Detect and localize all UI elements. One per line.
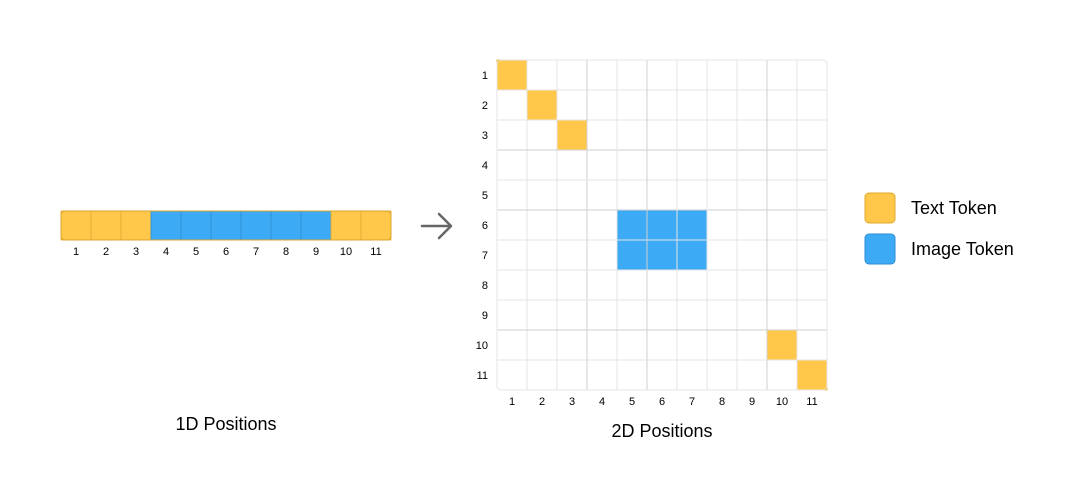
grid-image-cell	[616, 239, 648, 271]
sequence-token-cell	[120, 210, 152, 241]
sequence-token-cell	[240, 210, 272, 241]
one-d-token-bar	[60, 210, 392, 241]
two-d-col-labels: 1 2 3 4 5 6 7 8 9 10 11	[509, 396, 818, 408]
grid-col-label: 11	[806, 396, 817, 408]
grid-text-cell	[556, 119, 588, 151]
one-d-position-labels: 1 2 3 4 5 6 7 8 9 10 11	[73, 246, 382, 258]
grid-text-cell	[496, 59, 528, 91]
sequence-token-cell	[180, 210, 212, 241]
legend-text-swatch	[864, 192, 896, 224]
grid-border	[496, 59, 828, 391]
two-d-grid-lines	[496, 59, 828, 391]
grid-text-cell	[526, 89, 558, 121]
grid-image-cell	[616, 209, 648, 241]
sequence-token-cell	[60, 210, 92, 241]
sequence-position-label: 9	[313, 246, 319, 258]
grid-text-cell	[796, 359, 828, 391]
grid-col-label: 5	[629, 396, 635, 408]
grid-col-label: 4	[599, 396, 605, 408]
grid-row-label: 8	[482, 280, 488, 292]
grid-col-label: 3	[569, 396, 575, 408]
grid-image-cell	[646, 239, 678, 271]
grid-row-label: 7	[482, 250, 488, 262]
sequence-position-label: 11	[370, 246, 381, 258]
sequence-token-cell	[270, 210, 302, 241]
grid-col-label: 6	[659, 396, 665, 408]
grid-image-cell	[676, 239, 708, 271]
sequence-token-cell	[90, 210, 122, 241]
sequence-position-label: 2	[103, 246, 109, 258]
sequence-token-cell	[210, 210, 242, 241]
sequence-token-cell	[360, 210, 392, 241]
grid-col-label: 10	[776, 396, 788, 408]
grid-row-label: 11	[477, 370, 488, 382]
sequence-token-cell	[300, 210, 332, 241]
sequence-bar-outline	[60, 210, 392, 241]
legend-text-label: Text Token	[911, 198, 997, 218]
sequence-position-label: 7	[253, 246, 259, 258]
grid-col-label: 8	[719, 396, 725, 408]
grid-row-label: 6	[482, 220, 488, 232]
sequence-position-label: 1	[73, 246, 79, 258]
grid-row-label: 2	[482, 100, 488, 112]
two-d-title: 2D Positions	[611, 421, 712, 441]
two-d-grid-cells	[496, 59, 828, 391]
grid-row-label: 4	[482, 160, 488, 172]
legend: Text Token Image Token	[864, 192, 1014, 265]
grid-row-label: 1	[482, 70, 488, 82]
sequence-position-label: 3	[133, 246, 139, 258]
grid-image-cell	[676, 209, 708, 241]
grid-text-cell	[766, 329, 798, 361]
grid-col-label: 7	[689, 396, 695, 408]
grid-col-label: 1	[509, 396, 515, 408]
sequence-position-label: 8	[283, 246, 289, 258]
grid-image-cell	[646, 209, 678, 241]
sequence-token-cell	[330, 210, 362, 241]
one-d-title: 1D Positions	[175, 414, 276, 434]
grid-col-label: 9	[749, 396, 755, 408]
grid-row-label: 5	[482, 190, 488, 202]
legend-image-swatch	[864, 233, 896, 265]
legend-image-label: Image Token	[911, 239, 1014, 259]
grid-row-label: 9	[482, 310, 488, 322]
grid-col-label: 2	[539, 396, 545, 408]
sequence-position-label: 6	[223, 246, 229, 258]
grid-row-label: 10	[476, 340, 488, 352]
arrow-right-icon	[420, 212, 453, 240]
sequence-position-label: 10	[340, 246, 352, 258]
sequence-position-label: 4	[163, 246, 169, 258]
sequence-token-cell	[150, 210, 182, 241]
sequence-position-label: 5	[193, 246, 199, 258]
two-d-row-labels: 1 2 3 4 5 6 7 8 9 10 11	[476, 70, 488, 382]
grid-row-label: 3	[482, 130, 488, 142]
